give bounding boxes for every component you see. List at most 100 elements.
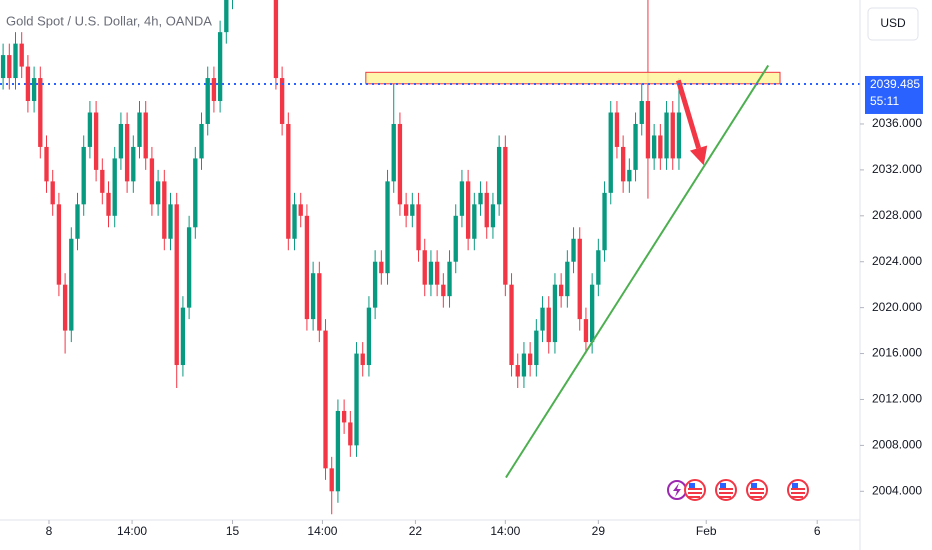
candle-body — [577, 238, 582, 320]
candle-body — [62, 284, 68, 331]
candle-body — [509, 284, 514, 366]
candle-body — [391, 123, 396, 182]
candle-body — [459, 181, 465, 216]
candle-body — [205, 78, 210, 124]
y-tick-label: 2024.000 — [872, 254, 922, 268]
y-tick-label: 2028.000 — [872, 208, 922, 222]
candle-body — [571, 238, 576, 262]
candle-body — [31, 78, 37, 102]
candle-body — [441, 284, 446, 297]
candle-body — [124, 123, 130, 182]
candle-body — [527, 353, 533, 366]
candle-body — [50, 181, 55, 205]
candle-body — [81, 146, 86, 205]
y-tick-label: 2012.000 — [872, 392, 922, 406]
candle-body — [217, 32, 223, 102]
x-tick-label: 14:00 — [117, 524, 147, 538]
us-flag-icons[interactable] — [684, 479, 809, 501]
candle-body — [354, 353, 359, 446]
candle-body — [38, 78, 43, 147]
candle-body — [174, 204, 179, 366]
candle-body — [304, 215, 310, 320]
candle-body — [292, 204, 297, 239]
candle-body — [323, 330, 328, 469]
candle-body — [589, 284, 595, 343]
candle-body — [298, 204, 303, 216]
candle-body — [56, 204, 62, 285]
resistance-zone — [365, 71, 781, 85]
candle-body — [385, 181, 390, 274]
candle-body — [211, 78, 217, 102]
x-tick-label: Feb — [696, 524, 717, 538]
candle-body — [552, 284, 558, 343]
candle-body — [131, 146, 136, 182]
candle-body — [372, 261, 378, 308]
candle-body — [75, 204, 80, 239]
candle-body — [620, 146, 626, 182]
candle-body — [627, 169, 632, 182]
currency-button[interactable] — [867, 7, 919, 41]
candle-body — [521, 353, 527, 377]
candle-body — [180, 307, 186, 366]
x-tick-label: 22 — [409, 524, 423, 538]
event-icon-glyph — [673, 483, 681, 497]
y-tick-label: 2036.000 — [872, 116, 922, 130]
candle-body — [379, 261, 384, 274]
candle-body — [565, 261, 570, 297]
candle-body — [143, 112, 148, 159]
candle-body — [0, 55, 6, 79]
candle-body — [348, 422, 353, 446]
y-tick-label: 2008.000 — [872, 438, 922, 452]
candle-body — [155, 181, 161, 205]
candle-body — [658, 135, 663, 159]
event-icons — [667, 479, 809, 501]
candle-body — [118, 123, 124, 159]
candle-body — [484, 192, 489, 228]
candle-body — [286, 123, 291, 239]
candle-body — [558, 284, 564, 297]
candle-body — [676, 112, 682, 159]
currency-label: USD — [880, 16, 906, 30]
candle-body — [465, 181, 471, 239]
arrow-head — [689, 145, 708, 166]
candle-body — [447, 261, 452, 297]
candle-body — [434, 261, 440, 285]
candle-body — [540, 307, 545, 331]
y-tick-label: 2032.000 — [872, 162, 922, 176]
countdown-label: 55:11 — [870, 94, 899, 108]
candle-body — [664, 112, 669, 159]
candle-body — [360, 353, 365, 366]
candle-body — [93, 112, 99, 170]
candle-body — [366, 307, 372, 366]
y-tick-label: 2020.000 — [872, 300, 922, 314]
candle-body — [645, 101, 651, 159]
candle-body — [100, 169, 105, 193]
candle-body — [25, 66, 31, 102]
candle-body — [44, 146, 49, 182]
candle-body — [633, 123, 638, 170]
candle-body — [7, 55, 12, 79]
candle-body — [670, 112, 675, 159]
candle-body — [137, 112, 142, 147]
candle-body — [614, 112, 620, 147]
x-tick-label: 8 — [46, 524, 53, 538]
candle-body — [279, 78, 285, 124]
candle-body — [341, 410, 347, 423]
current-price-label: 2039.485 — [870, 77, 920, 91]
candle-body — [112, 158, 117, 216]
x-tick-label: 15 — [226, 524, 240, 538]
candle-body — [596, 250, 601, 285]
current-price-box — [865, 75, 923, 114]
candle-body — [224, 0, 229, 33]
candle-body — [168, 204, 173, 239]
candle-body — [416, 204, 421, 251]
x-tick-label: 6 — [814, 524, 821, 538]
candle-body — [310, 273, 316, 320]
candle-body — [329, 468, 334, 492]
candle-body — [428, 261, 434, 285]
candle-body — [410, 204, 415, 216]
candle-body — [13, 43, 18, 79]
